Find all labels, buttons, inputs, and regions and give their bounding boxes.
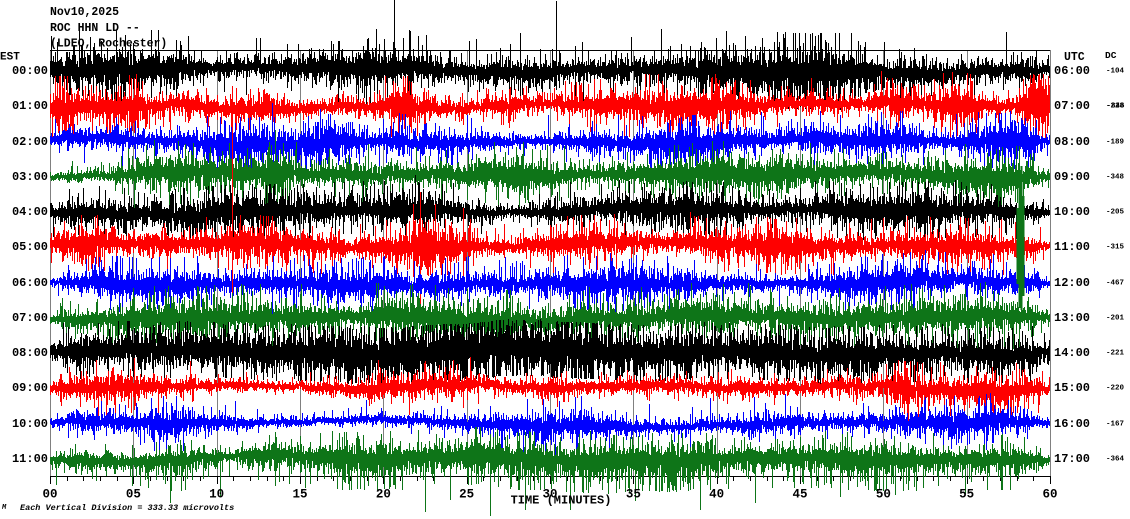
svg-text:13:00: 13:00 (1054, 311, 1090, 325)
svg-text:01:00: 01:00 (12, 99, 48, 113)
svg-text:-467: -467 (1106, 280, 1124, 288)
svg-text:Each Vertical Division = 333.: Each Vertical Division = 333.33 microvol… (20, 503, 234, 513)
svg-text:10:00: 10:00 (1054, 205, 1090, 219)
svg-text:-228: -228 (1106, 103, 1125, 111)
svg-text:-348: -348 (1106, 174, 1125, 182)
svg-text:03:00: 03:00 (12, 170, 48, 184)
svg-text:30: 30 (542, 488, 557, 502)
svg-text:04:00: 04:00 (12, 205, 48, 219)
svg-text:09:00: 09:00 (1054, 170, 1090, 184)
svg-text:-315: -315 (1106, 244, 1125, 252)
svg-text:00:00: 00:00 (12, 64, 48, 78)
svg-text:15:00: 15:00 (1054, 381, 1090, 395)
svg-text:-364: -364 (1106, 456, 1125, 464)
svg-text:-220: -220 (1106, 385, 1125, 393)
svg-text:11:00: 11:00 (12, 452, 48, 466)
svg-text:-846: -846 (1107, 103, 1126, 111)
svg-text:07:00: 07:00 (12, 311, 48, 325)
svg-text:40: 40 (709, 488, 724, 502)
svg-text:15: 15 (292, 488, 307, 502)
svg-text:Nov10,2025: Nov10,2025 (50, 6, 119, 19)
svg-text:05:00: 05:00 (12, 240, 48, 254)
svg-text:09:00: 09:00 (12, 381, 48, 395)
svg-text:M: M (1, 504, 7, 512)
svg-text:50: 50 (876, 488, 891, 502)
svg-text:05: 05 (126, 488, 141, 502)
svg-text:16:00: 16:00 (1054, 417, 1090, 431)
svg-text:10:00: 10:00 (12, 417, 48, 431)
svg-text:TIME (MINUTES): TIME (MINUTES) (511, 494, 612, 508)
svg-text:EST: EST (0, 52, 20, 64)
svg-text:08:00: 08:00 (12, 346, 48, 360)
svg-text:60: 60 (1042, 488, 1057, 502)
svg-text:-205: -205 (1106, 209, 1125, 217)
svg-text:UTC: UTC (1064, 51, 1085, 64)
svg-text:35: 35 (626, 488, 641, 502)
svg-text:-201: -201 (1106, 315, 1125, 323)
svg-text:ROC HHN LD --: ROC HHN LD -- (50, 22, 140, 35)
svg-text:-104: -104 (1106, 68, 1125, 76)
svg-text:06:00: 06:00 (1054, 64, 1090, 78)
svg-text:20: 20 (376, 488, 391, 502)
svg-text:08:00: 08:00 (1054, 135, 1090, 149)
svg-text:06:00: 06:00 (12, 276, 48, 290)
svg-text:-189: -189 (1106, 139, 1125, 147)
svg-text:(LDEO, Rochester): (LDEO, Rochester) (50, 38, 167, 51)
svg-text:00: 00 (42, 488, 57, 502)
svg-text:45: 45 (792, 488, 807, 502)
svg-text:07:00: 07:00 (1054, 99, 1090, 113)
svg-text:12:00: 12:00 (1054, 276, 1090, 290)
svg-text:-167: -167 (1106, 421, 1124, 429)
svg-text:02:00: 02:00 (12, 135, 48, 149)
svg-text:55: 55 (959, 488, 974, 502)
svg-text:11:00: 11:00 (1054, 240, 1090, 254)
svg-text:DC: DC (1105, 50, 1117, 61)
svg-text:10: 10 (209, 488, 224, 502)
svg-text:17:00: 17:00 (1054, 452, 1090, 466)
svg-text:25: 25 (459, 488, 474, 502)
svg-text:-221: -221 (1106, 350, 1125, 358)
svg-text:14:00: 14:00 (1054, 346, 1090, 360)
